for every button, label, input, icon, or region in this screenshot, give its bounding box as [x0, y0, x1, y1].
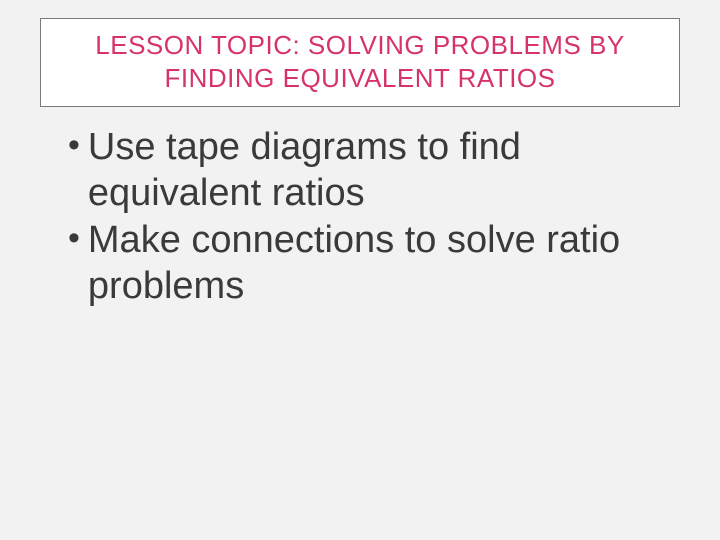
slide: LESSON TOPIC: SOLVING PROBLEMS BY FINDIN…: [0, 0, 720, 540]
title-box: LESSON TOPIC: SOLVING PROBLEMS BY FINDIN…: [40, 18, 680, 107]
bullet-text: Use tape diagrams to find equivalent rat…: [88, 125, 670, 216]
bullet-icon: •: [68, 125, 80, 166]
list-item: • Use tape diagrams to find equivalent r…: [68, 125, 670, 216]
bullet-list: • Use tape diagrams to find equivalent r…: [40, 125, 680, 309]
bullet-icon: •: [68, 218, 80, 259]
bullet-text: Make connections to solve ratio problems: [88, 218, 670, 309]
lesson-title: LESSON TOPIC: SOLVING PROBLEMS BY FINDIN…: [65, 29, 655, 94]
list-item: • Make connections to solve ratio proble…: [68, 218, 670, 309]
